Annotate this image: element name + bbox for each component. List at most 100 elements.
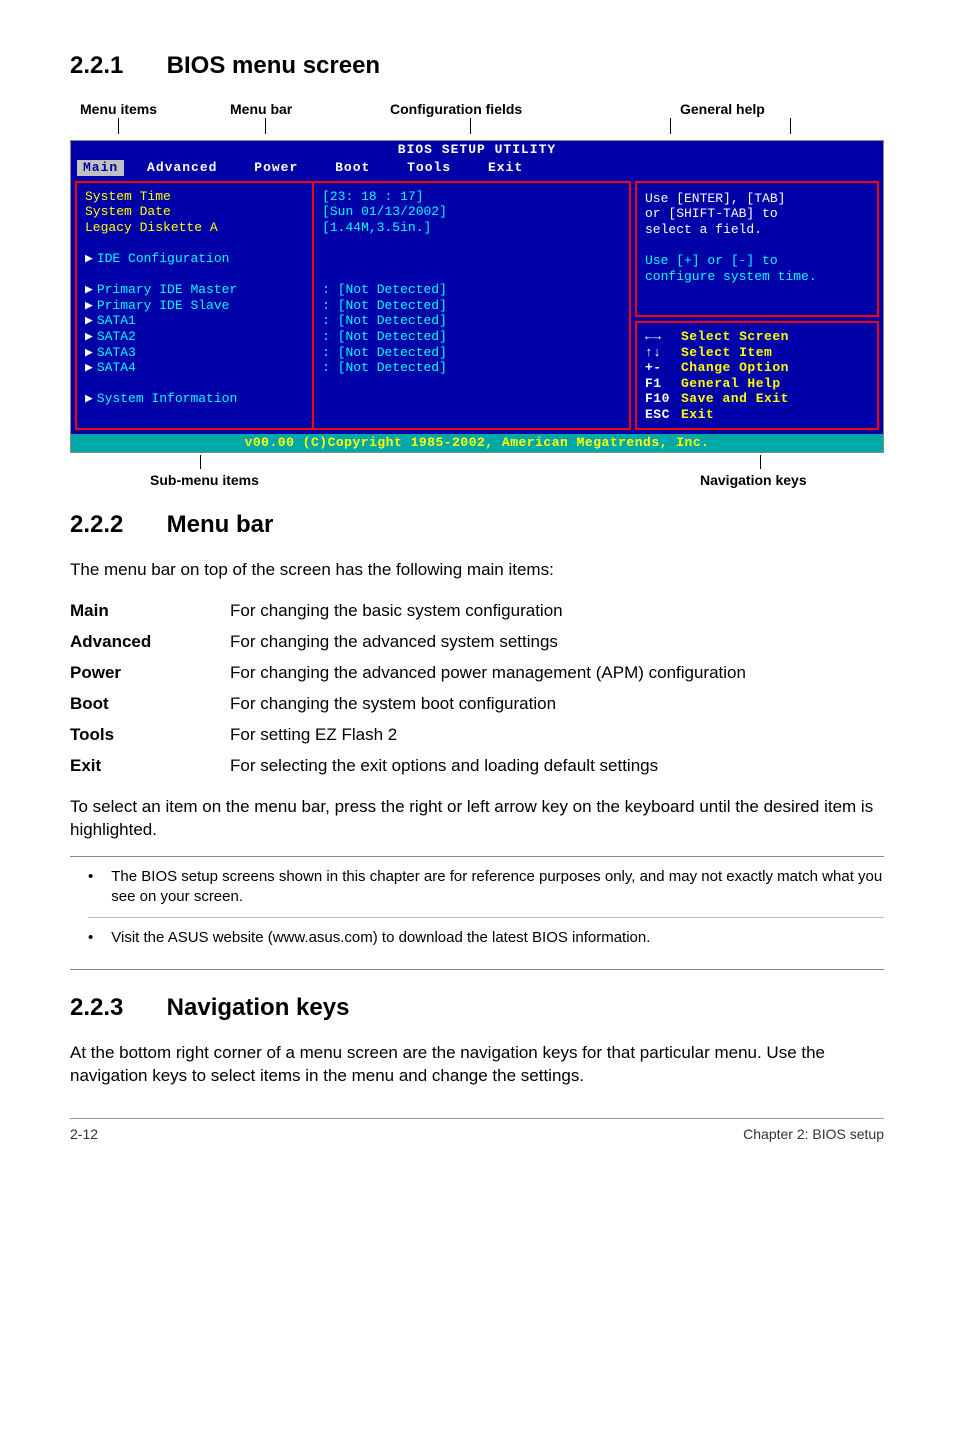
navkey-pm: +- bbox=[645, 360, 681, 376]
diagram-bottom-labels: Sub-menu items Navigation keys bbox=[70, 455, 884, 495]
item-pm-label: Primary IDE Master bbox=[97, 282, 237, 297]
heading-222-num: 2.2.2 bbox=[70, 509, 160, 541]
item-s4-label: SATA4 bbox=[97, 360, 136, 375]
bios-copyright: v00.00 (C)Copyright 1985-2002, American … bbox=[71, 434, 883, 452]
navlabel-save: Save and Exit bbox=[681, 391, 789, 406]
bios-screenshot: BIOS SETUP UTILITY Main Advanced Power B… bbox=[70, 140, 884, 453]
note-1: The BIOS setup screens shown in this cha… bbox=[111, 867, 884, 908]
heading-221-title: BIOS menu screen bbox=[167, 52, 380, 79]
item-system-date[interactable]: System Date bbox=[85, 204, 306, 220]
select-paragraph: To select an item on the menu bar, press… bbox=[70, 796, 884, 842]
def-exit-v: For selecting the exit options and loadi… bbox=[230, 751, 746, 782]
field-s2: : [Not Detected] bbox=[322, 329, 623, 345]
item-ide-config[interactable]: ▶IDE Configuration bbox=[85, 251, 306, 267]
def-adv-v: For changing the advanced system setting… bbox=[230, 627, 746, 658]
item-sata2[interactable]: ▶SATA2 bbox=[85, 329, 306, 345]
def-boot-k: Boot bbox=[70, 689, 230, 720]
item-legacy[interactable]: Legacy Diskette A bbox=[85, 220, 306, 236]
tab-exit[interactable]: Exit bbox=[474, 160, 537, 176]
navkey-f1: F1 bbox=[645, 376, 681, 392]
heading-223-num: 2.2.3 bbox=[70, 992, 160, 1024]
item-primary-master[interactable]: ▶Primary IDE Master bbox=[85, 282, 306, 298]
item-s2-label: SATA2 bbox=[97, 329, 136, 344]
navlabel-exit: Exit bbox=[681, 407, 714, 422]
label-menu-items: Menu items bbox=[80, 100, 157, 119]
item-ps-label: Primary IDE Slave bbox=[97, 298, 230, 313]
item-s1-label: SATA1 bbox=[97, 313, 136, 328]
field-s1: : [Not Detected] bbox=[322, 313, 623, 329]
item-primary-slave[interactable]: ▶Primary IDE Slave bbox=[85, 298, 306, 314]
heading-221-num: 2.2.1 bbox=[70, 50, 160, 82]
note-box: • The BIOS setup screens shown in this ch… bbox=[70, 856, 884, 970]
field-s4: : [Not Detected] bbox=[322, 360, 623, 376]
bullet-dot: • bbox=[88, 867, 93, 908]
def-pow-k: Power bbox=[70, 658, 230, 689]
tab-tools[interactable]: Tools bbox=[393, 160, 465, 176]
bios-nav-box: ←→Select Screen ↑↓Select Item +-Change O… bbox=[635, 321, 879, 431]
table-row: AdvancedFor changing the advanced system… bbox=[70, 627, 746, 658]
page-footer: 2-12 Chapter 2: BIOS setup bbox=[70, 1118, 884, 1144]
field-legacy[interactable]: [1.44M,3.5in.] bbox=[322, 220, 623, 236]
navlabel-item: Select Item bbox=[681, 345, 772, 360]
tab-boot[interactable]: Boot bbox=[321, 160, 384, 176]
item-sysinfo-label: System Information bbox=[97, 391, 237, 406]
item-sysinfo[interactable]: ▶System Information bbox=[85, 391, 306, 407]
item-sata1[interactable]: ▶SATA1 bbox=[85, 313, 306, 329]
heading-221: 2.2.1 BIOS menu screen bbox=[70, 50, 884, 82]
help-l5: configure system time. bbox=[645, 269, 869, 285]
field-ps: : [Not Detected] bbox=[322, 298, 623, 314]
item-s3-label: SATA3 bbox=[97, 345, 136, 360]
label-menu-bar: Menu bar bbox=[230, 100, 292, 119]
menubar-definitions: MainFor changing the basic system config… bbox=[70, 596, 746, 782]
bios-help-box: Use [ENTER], [TAB] or [SHIFT-TAB] to sel… bbox=[635, 181, 879, 317]
field-time[interactable]: [23: 18 : 17] bbox=[322, 189, 623, 205]
def-exit-k: Exit bbox=[70, 751, 230, 782]
bios-menu-bar: Main Advanced Power Boot Tools Exit bbox=[71, 159, 883, 177]
def-tools-v: For setting EZ Flash 2 bbox=[230, 720, 746, 751]
navkey-lr: ←→ bbox=[645, 329, 681, 345]
table-row: ToolsFor setting EZ Flash 2 bbox=[70, 720, 746, 751]
field-pm: : [Not Detected] bbox=[322, 282, 623, 298]
help-l4: Use [+] or [-] to bbox=[645, 253, 869, 269]
table-row: MainFor changing the basic system config… bbox=[70, 596, 746, 627]
bios-fields-column: [23: 18 : 17] [Sun 01/13/2002] [1.44M,3.… bbox=[314, 181, 631, 431]
item-ide-config-label: IDE Configuration bbox=[97, 251, 230, 266]
def-pow-v: For changing the advanced power manageme… bbox=[230, 658, 746, 689]
table-row: BootFor changing the system boot configu… bbox=[70, 689, 746, 720]
bios-title: BIOS SETUP UTILITY bbox=[71, 141, 883, 159]
table-row: ExitFor selecting the exit options and l… bbox=[70, 751, 746, 782]
tab-main[interactable]: Main bbox=[77, 160, 124, 176]
field-date[interactable]: [Sun 01/13/2002] bbox=[322, 204, 623, 220]
field-s3: : [Not Detected] bbox=[322, 345, 623, 361]
tab-power[interactable]: Power bbox=[240, 160, 312, 176]
def-boot-v: For changing the system boot configurati… bbox=[230, 689, 746, 720]
item-sata4[interactable]: ▶SATA4 bbox=[85, 360, 306, 376]
navkey-esc: ESC bbox=[645, 407, 681, 423]
heading-222-title: Menu bar bbox=[167, 511, 274, 538]
bullet-dot: • bbox=[88, 928, 93, 948]
menubar-intro: The menu bar on top of the screen has th… bbox=[70, 559, 884, 582]
def-main-v: For changing the basic system configurat… bbox=[230, 596, 746, 627]
def-adv-k: Advanced bbox=[70, 627, 230, 658]
table-row: PowerFor changing the advanced power man… bbox=[70, 658, 746, 689]
item-sata3[interactable]: ▶SATA3 bbox=[85, 345, 306, 361]
help-l1: Use [ENTER], [TAB] bbox=[645, 191, 869, 207]
bios-items-column: System Time System Date Legacy Diskette … bbox=[75, 181, 314, 431]
heading-223: 2.2.3 Navigation keys bbox=[70, 992, 884, 1024]
navkey-ud: ↑↓ bbox=[645, 345, 681, 361]
label-general-help: General help bbox=[680, 100, 765, 119]
help-l2: or [SHIFT-TAB] to bbox=[645, 206, 869, 222]
footer-chapter: Chapter 2: BIOS setup bbox=[743, 1125, 884, 1144]
diagram-top-labels: Menu items Menu bar Configuration fields… bbox=[70, 100, 884, 140]
def-tools-k: Tools bbox=[70, 720, 230, 751]
label-submenu: Sub-menu items bbox=[150, 471, 259, 490]
tab-advanced[interactable]: Advanced bbox=[133, 160, 231, 176]
heading-223-title: Navigation keys bbox=[167, 994, 350, 1021]
item-system-time[interactable]: System Time bbox=[85, 189, 306, 205]
label-navkeys: Navigation keys bbox=[700, 471, 807, 490]
help-l3: select a field. bbox=[645, 222, 869, 238]
heading-222: 2.2.2 Menu bar bbox=[70, 509, 884, 541]
label-config-fields: Configuration fields bbox=[390, 100, 522, 119]
note-2: Visit the ASUS website (www.asus.com) to… bbox=[111, 928, 650, 948]
navlabel-help: General Help bbox=[681, 376, 781, 391]
